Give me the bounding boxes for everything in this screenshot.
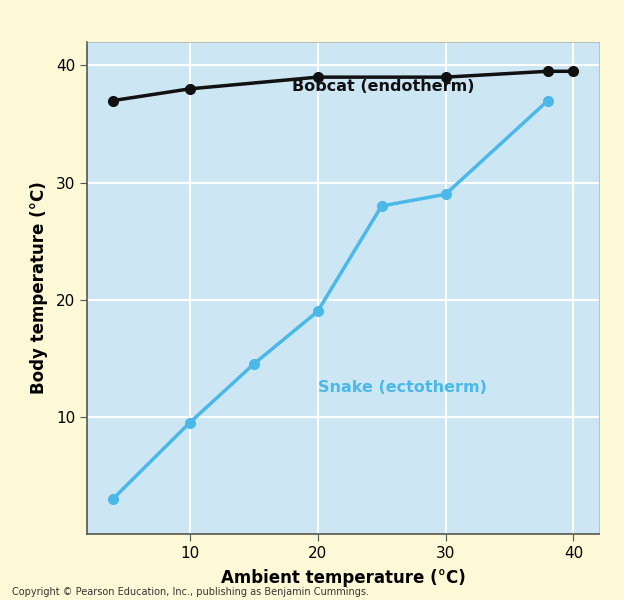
X-axis label: Ambient temperature (°C): Ambient temperature (°C) bbox=[221, 569, 466, 587]
Text: Copyright © Pearson Education, Inc., publishing as Benjamin Cummings.: Copyright © Pearson Education, Inc., pub… bbox=[12, 587, 369, 597]
Text: Bobcat (endotherm): Bobcat (endotherm) bbox=[292, 79, 474, 94]
Y-axis label: Body temperature (°C): Body temperature (°C) bbox=[30, 182, 48, 394]
Text: Snake (ectotherm): Snake (ectotherm) bbox=[318, 380, 487, 395]
